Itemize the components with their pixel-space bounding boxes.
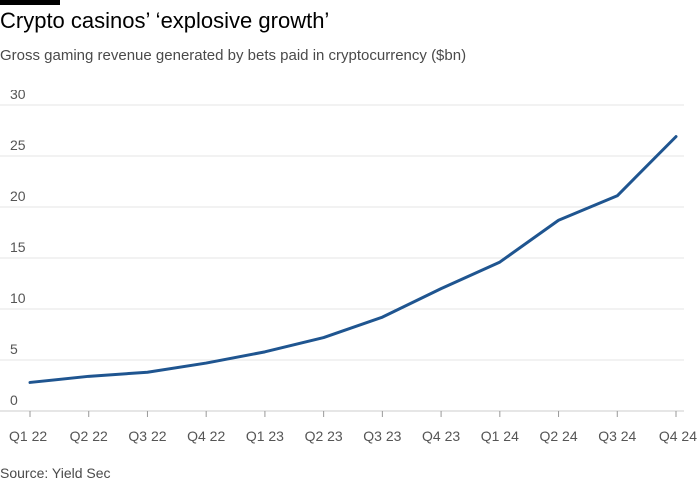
x-tick-label: Q1 23 — [246, 428, 284, 444]
source-note: Source: Yield Sec — [0, 465, 111, 481]
x-tick-label: Q2 24 — [539, 428, 577, 444]
y-tick-label: 30 — [10, 90, 26, 102]
chart-subtitle: Gross gaming revenue generated by bets p… — [0, 47, 467, 64]
gridlines — [0, 104, 684, 412]
x-tick-label: Q4 22 — [187, 428, 225, 444]
y-tick-label: 25 — [10, 137, 26, 153]
x-tick-label: Q1 22 — [9, 428, 47, 444]
y-tick-label: 0 — [10, 392, 18, 408]
x-tick-label: Q2 23 — [305, 428, 343, 444]
y-tick-label: 5 — [10, 341, 18, 357]
y-tick-label: 20 — [10, 188, 26, 204]
top-rule — [0, 0, 60, 5]
x-axis-tick-labels: Q1 22 Q2 22 Q3 22 Q4 22 Q1 23 Q2 23 Q3 23 Q4 23… — [9, 428, 697, 444]
series-layer — [28, 135, 678, 384]
x-tick-label: Q4 23 — [422, 428, 460, 444]
x-tick-label: Q1 24 — [481, 428, 519, 444]
x-tick-label: Q3 23 — [363, 428, 401, 444]
line-chart: 0 5 10 15 20 25 30 Q1 22 Q2 22 Q3 22 Q4 22 Q1 23 Q2… — [0, 90, 697, 444]
y-axis-tick-labels: 0 5 10 15 20 25 30 — [10, 90, 26, 408]
x-tick-label: Q3 24 — [598, 428, 636, 444]
y-tick-label: 15 — [10, 239, 26, 255]
y-tick-label: 10 — [10, 290, 26, 306]
x-tick-label: Q2 22 — [70, 428, 108, 444]
x-axis-tick-marks — [29, 411, 677, 417]
chart-title: Crypto casinos’ ‘explosive growth’ — [0, 8, 330, 33]
series-line — [28, 135, 678, 384]
x-tick-label: Q3 22 — [128, 428, 166, 444]
x-tick-label: Q4 24 — [659, 428, 697, 444]
